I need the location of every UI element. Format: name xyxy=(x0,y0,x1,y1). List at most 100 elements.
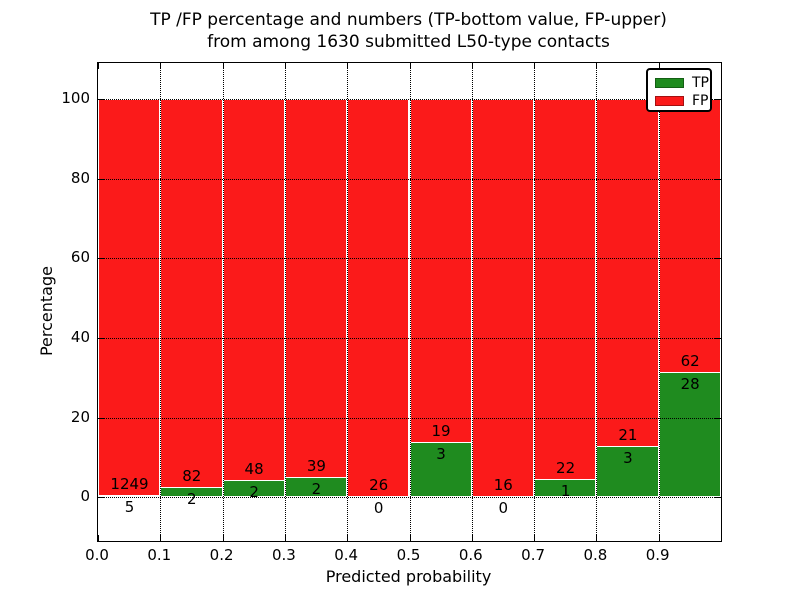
x-tick-mark-top xyxy=(98,63,99,69)
y-tick-label: 100 xyxy=(61,88,90,107)
legend-entry-tp: TP xyxy=(655,75,710,91)
fp-legend-swatch-icon xyxy=(655,96,684,106)
y-tick-mark-right xyxy=(715,178,721,180)
x-tick-mark-top xyxy=(658,63,660,69)
legend: TP FP xyxy=(646,68,712,112)
x-tick-mark-bottom xyxy=(471,535,473,541)
chart-title: TP /FP percentage and numbers (TP-bottom… xyxy=(97,9,720,53)
vertical-gridline xyxy=(596,63,598,541)
x-tick-mark-bottom xyxy=(596,535,598,541)
x-tick-label: 0.9 xyxy=(645,546,670,564)
fp-bar-segment xyxy=(284,98,348,478)
horizontal-gridline xyxy=(98,98,721,100)
fp-count-label: 19 xyxy=(431,421,451,440)
y-tick-label: 20 xyxy=(70,407,90,426)
x-tick-mark-bottom xyxy=(222,535,224,541)
x-tick-label: 0.5 xyxy=(396,546,421,564)
legend-entry-fp: FP xyxy=(655,93,710,109)
y-tick-mark-left xyxy=(98,337,104,339)
tp-count-label: 0 xyxy=(373,499,384,518)
horizontal-gridline xyxy=(98,417,721,419)
x-tick-mark-bottom xyxy=(98,535,99,541)
fp-bar-segment xyxy=(409,98,472,443)
fp-bar-segment xyxy=(471,98,535,498)
x-tick-mark-top xyxy=(160,63,162,69)
tp-bar-segment xyxy=(98,495,161,498)
y-tick-mark-left xyxy=(98,98,104,100)
vertical-gridline xyxy=(347,63,349,541)
y-tick-mark-left xyxy=(98,497,104,499)
tp-count-label: 28 xyxy=(680,375,700,394)
chart-title-line2: from among 1630 submitted L50-type conta… xyxy=(207,32,610,52)
tp-count-label: 2 xyxy=(187,489,197,508)
horizontal-gridline xyxy=(98,497,721,499)
y-tick-label: 80 xyxy=(70,168,90,187)
vertical-gridline xyxy=(409,63,411,541)
vertical-gridline xyxy=(534,63,536,541)
fp-count-label: 39 xyxy=(306,456,326,475)
x-tick-label: 0.8 xyxy=(583,546,608,564)
fp-bar-segment xyxy=(658,98,721,374)
x-tick-mark-top xyxy=(284,63,286,69)
x-tick-mark-top xyxy=(409,63,411,69)
tp-count-label: 5 xyxy=(124,497,135,516)
y-tick-label: 0 xyxy=(80,487,90,506)
y-tick-mark-left xyxy=(98,258,104,260)
y-tick-mark-left xyxy=(98,417,104,419)
horizontal-gridline xyxy=(98,178,721,180)
tp-legend-swatch-icon xyxy=(655,78,684,88)
x-tick-mark-bottom xyxy=(409,535,411,541)
fp-count-label: 1249 xyxy=(110,474,149,493)
y-tick-mark-left xyxy=(98,178,104,180)
x-tick-mark-top xyxy=(596,63,598,69)
legend-label-fp: FP xyxy=(692,93,709,109)
y-tick-mark-right xyxy=(715,98,721,100)
horizontal-gridline xyxy=(98,337,721,339)
x-tick-label: 0.6 xyxy=(458,546,483,564)
x-tick-mark-top xyxy=(471,63,473,69)
y-axis-label: Percentage xyxy=(37,266,56,357)
x-tick-mark-top xyxy=(534,63,536,69)
fp-bar-segment xyxy=(160,98,223,488)
tp-count-label: 3 xyxy=(436,444,446,463)
x-tick-mark-bottom xyxy=(347,535,349,541)
x-axis-label: Predicted probability xyxy=(325,567,492,586)
x-tick-mark-top xyxy=(347,63,349,69)
y-tick-label: 60 xyxy=(70,248,90,267)
x-tick-mark-top xyxy=(222,63,224,69)
fp-count-label: 48 xyxy=(244,460,264,479)
x-tick-label: 0.2 xyxy=(209,546,234,564)
tp-count-label: 1 xyxy=(560,481,571,500)
x-tick-mark-bottom xyxy=(658,535,660,541)
vertical-gridline xyxy=(160,63,162,541)
fp-count-label: 62 xyxy=(680,352,700,371)
x-tick-label: 0.0 xyxy=(85,546,109,564)
fp-bar-segment xyxy=(98,98,161,496)
vertical-gridline xyxy=(284,63,286,541)
tp-count-label: 3 xyxy=(623,449,633,468)
fp-count-label: 82 xyxy=(182,466,202,485)
x-tick-label: 0.1 xyxy=(147,546,172,564)
x-tick-mark-bottom xyxy=(284,535,286,541)
vertical-gridline xyxy=(222,63,224,541)
vertical-gridline xyxy=(471,63,473,541)
y-tick-label: 40 xyxy=(70,327,90,346)
y-tick-mark-right xyxy=(715,258,721,260)
tp-bar-segment xyxy=(658,373,721,498)
fp-bar-segment xyxy=(534,98,597,480)
horizontal-gridline xyxy=(98,258,721,260)
fp-count-label: 16 xyxy=(493,476,513,495)
tp-count-label: 2 xyxy=(249,483,259,502)
plot-area: 1249 5 82 2 48 2 39 2 26 0 19 3 16 0 22 1 21 3 62 28 TP FP xyxy=(97,62,722,542)
x-tick-label: 0.3 xyxy=(271,546,296,564)
fp-count-label: 22 xyxy=(556,458,576,477)
y-tick-mark-right xyxy=(715,417,721,419)
tp-count-label: 0 xyxy=(498,499,509,518)
fp-count-label: 26 xyxy=(369,476,389,495)
fp-bar-segment xyxy=(596,98,659,448)
y-tick-mark-right xyxy=(715,497,721,499)
y-tick-mark-right xyxy=(715,337,721,339)
fp-count-label: 21 xyxy=(618,426,638,445)
x-tick-mark-bottom xyxy=(534,535,536,541)
